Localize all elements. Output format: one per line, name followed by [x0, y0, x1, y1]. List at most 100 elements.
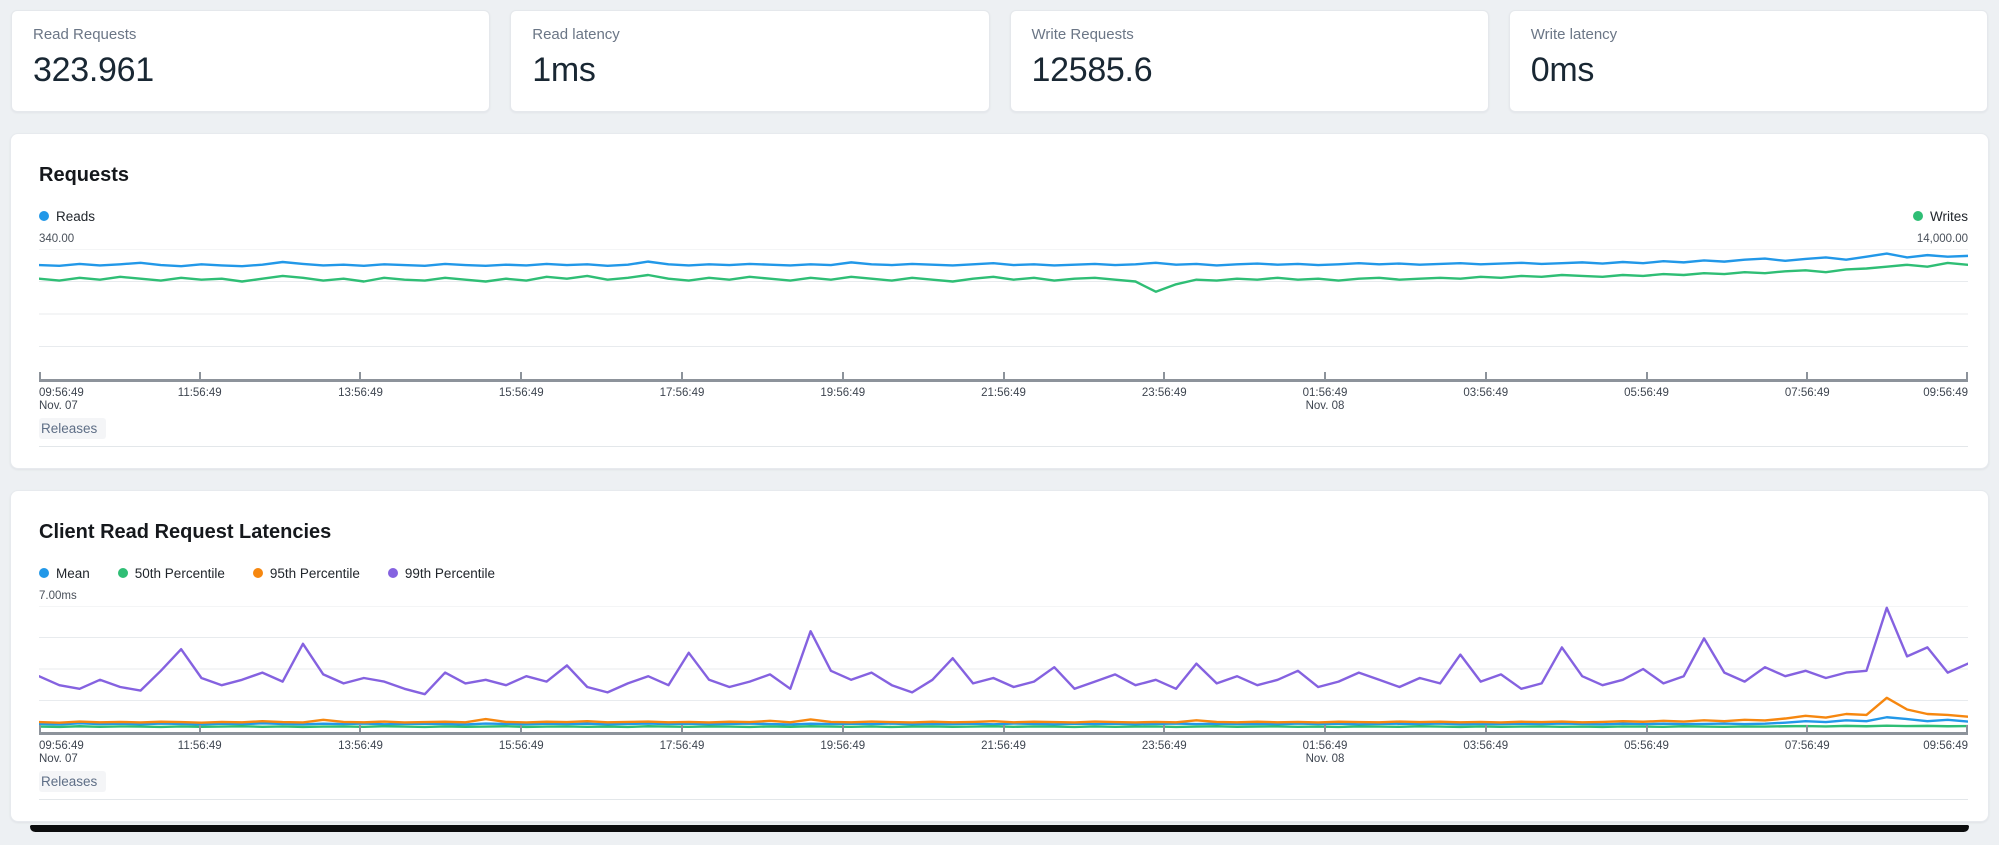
legend: Mean 50th Percentile 95th Percentile 99th P… [39, 564, 1968, 582]
axis-tick [841, 725, 844, 732]
axis-tick [359, 725, 362, 732]
axis-max-row: 340.00 14,000.00 [39, 227, 1968, 245]
axis-tick [1163, 372, 1166, 379]
axis-tick [1323, 372, 1326, 379]
x-tick-label: 07:56:49 [1784, 387, 1830, 399]
axis-tick [198, 372, 201, 379]
x-tick-label: 23:56:49 [1141, 387, 1187, 399]
axis-tick [1002, 372, 1005, 379]
axis-tick [680, 725, 683, 732]
line-chart[interactable] [39, 606, 1968, 732]
stat-value: 0ms [1530, 51, 1595, 89]
x-tick-label: 01:56:49 [1302, 740, 1348, 752]
x-tick-label: 09:56:49 [1923, 740, 1968, 752]
legend-label: 99th Percentile [404, 565, 495, 581]
axis-tick [1002, 725, 1005, 732]
legend-item-95th-percentile[interactable]: 95th Percentile [252, 565, 360, 581]
series-line-99th-percentile [39, 608, 1968, 694]
series-line-mean [39, 717, 1968, 724]
stat-label: Write latency [1530, 26, 1618, 43]
legend-label: Mean [56, 565, 90, 581]
y-axis-max-left-label: 7.00ms [39, 590, 77, 602]
panel-title: Requests [39, 164, 130, 186]
x-tick-label: 13:56:49 [338, 740, 383, 752]
legend-dot-icon [252, 568, 263, 578]
line-chart[interactable] [39, 249, 1968, 379]
stat-label: Read latency [532, 26, 620, 43]
x-tick-label: 17:56:49 [659, 740, 705, 752]
stats-row: Read Requests 323.961 Read latency 1ms W… [0, 0, 1999, 112]
x-tick-label: 11:56:49 [177, 740, 222, 752]
axis-tick [1484, 372, 1487, 379]
legend-item-mean[interactable]: Mean [39, 566, 90, 581]
stat-value: 1ms [532, 51, 596, 89]
x-tick-label: 21:56:49 [981, 740, 1026, 752]
releases-row: Releases [39, 771, 1968, 800]
series-line-writes [39, 263, 1968, 292]
series-line-95th-percentile [39, 698, 1968, 723]
series-line-reads [39, 254, 1968, 267]
axis-tick [1966, 372, 1968, 379]
x-tick-label: 15:56:49 [498, 740, 544, 752]
legend-item-writes[interactable]: Writes [1912, 208, 1968, 224]
legend: Reads Writes [39, 207, 1968, 225]
x-tick-label: 09:56:49 [39, 387, 84, 399]
x-tick-label: 05:56:49 [1624, 387, 1669, 399]
axis-tick [1645, 725, 1648, 732]
axis-max-row: 7.00ms [39, 584, 1968, 602]
stat-card-read-latency: Read latency 1ms [510, 10, 990, 112]
plot-area[interactable] [39, 249, 1968, 379]
legend-dot-icon [117, 568, 128, 578]
legend-label: Writes [1929, 208, 1968, 224]
axis-tick [1966, 725, 1968, 732]
axis-tick [1645, 372, 1648, 379]
legend-label: 95th Percentile [269, 565, 360, 581]
stat-value: 323.961 [33, 51, 154, 89]
stat-value: 12585.6 [1031, 51, 1153, 89]
legend-dot-icon [1912, 211, 1923, 221]
y-axis-max-right-label: 14,000.00 [1916, 233, 1968, 245]
axis-tick [680, 372, 683, 379]
axis-tick [1484, 725, 1487, 732]
stat-label: Write Requests [1031, 26, 1134, 43]
requests-chart-panel: Requests Reads Writes 340.00 14,000.00 09… [10, 133, 1989, 469]
axis-tick [1323, 725, 1326, 732]
legend-item-99th-percentile[interactable]: 99th Percentile [387, 565, 495, 581]
x-axis [39, 372, 1968, 382]
legend-item-50th-percentile[interactable]: 50th Percentile [117, 565, 225, 581]
read-latencies-chart-panel: Client Read Request Latencies Mean 50th P… [10, 490, 1989, 822]
legend-dot-icon [387, 568, 398, 578]
y-axis-max-left-label: 340.00 [39, 233, 75, 245]
x-tick-label: 03:56:49 [1463, 387, 1509, 399]
axis-tick [1806, 372, 1809, 379]
axis-tick [1806, 725, 1809, 732]
x-tick-label: 19:56:49 [820, 740, 866, 752]
axis-tick [39, 372, 41, 379]
axis-tick [520, 725, 523, 732]
x-tick-label: 01:56:49 [1302, 387, 1348, 399]
legend-label: 50th Percentile [134, 565, 225, 581]
x-tick-label: 23:56:49 [1141, 740, 1187, 752]
legend-label: Reads [56, 208, 96, 224]
legend-item-reads[interactable]: Reads [39, 209, 95, 224]
x-tick-label: 13:56:49 [338, 387, 383, 399]
axis-tick [359, 372, 362, 379]
x-axis-date-label: Nov. 07 [39, 400, 78, 412]
window-bottom-edge [30, 825, 1969, 832]
x-axis-labels: 09:56:49 11:56:49 13:56:49 15:56:49 17:56:49… [39, 735, 1968, 765]
x-axis-labels: 09:56:49 11:56:49 13:56:49 15:56:49 17:56:49… [39, 382, 1968, 412]
axis-tick [198, 725, 201, 732]
releases-label: Releases [39, 418, 107, 439]
x-tick-label: 09:56:49 [39, 740, 84, 752]
x-tick-label: 09:56:49 [1923, 387, 1968, 399]
plot-area[interactable] [39, 606, 1968, 732]
x-tick-label: 03:56:49 [1463, 740, 1509, 752]
stat-label: Read Requests [33, 26, 137, 43]
stat-card-write-latency: Write latency 0ms [1508, 10, 1988, 112]
x-axis-date-label: Nov. 08 [1305, 400, 1345, 412]
releases-row: Releases [39, 418, 1968, 447]
x-tick-label: 19:56:49 [820, 387, 866, 399]
x-tick-label: 17:56:49 [659, 387, 705, 399]
axis-tick [841, 372, 844, 379]
x-axis [39, 725, 1968, 735]
